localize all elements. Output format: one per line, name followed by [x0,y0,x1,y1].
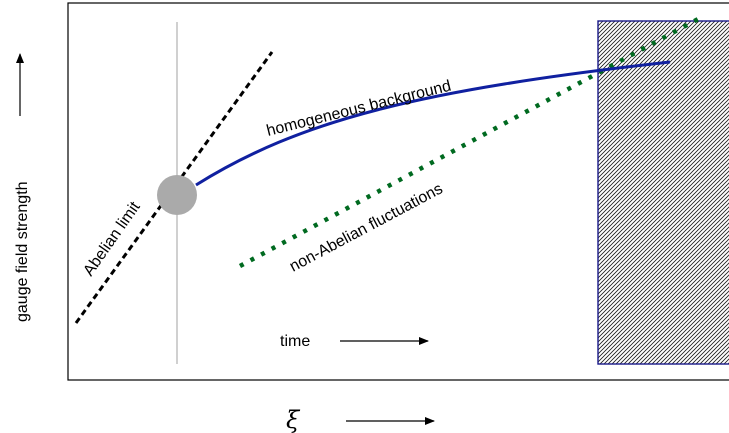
non-abelian-fluctuations-label: non-Abelian fluctuations [287,180,446,275]
start-marker [157,175,197,215]
background-curve [195,60,671,187]
homogeneous-background-label: homogeneous background [265,78,453,140]
fluctuations-line [238,16,702,268]
abelian-limit-line [74,51,274,324]
x-axis-label: ξ [286,406,301,433]
time-label: time [280,333,310,350]
y-axis-label: gauge field strength [14,181,31,322]
plot-frame [67,2,729,381]
abelian-limit-label: Abelian limit [80,198,144,279]
hatched-region [597,20,729,365]
